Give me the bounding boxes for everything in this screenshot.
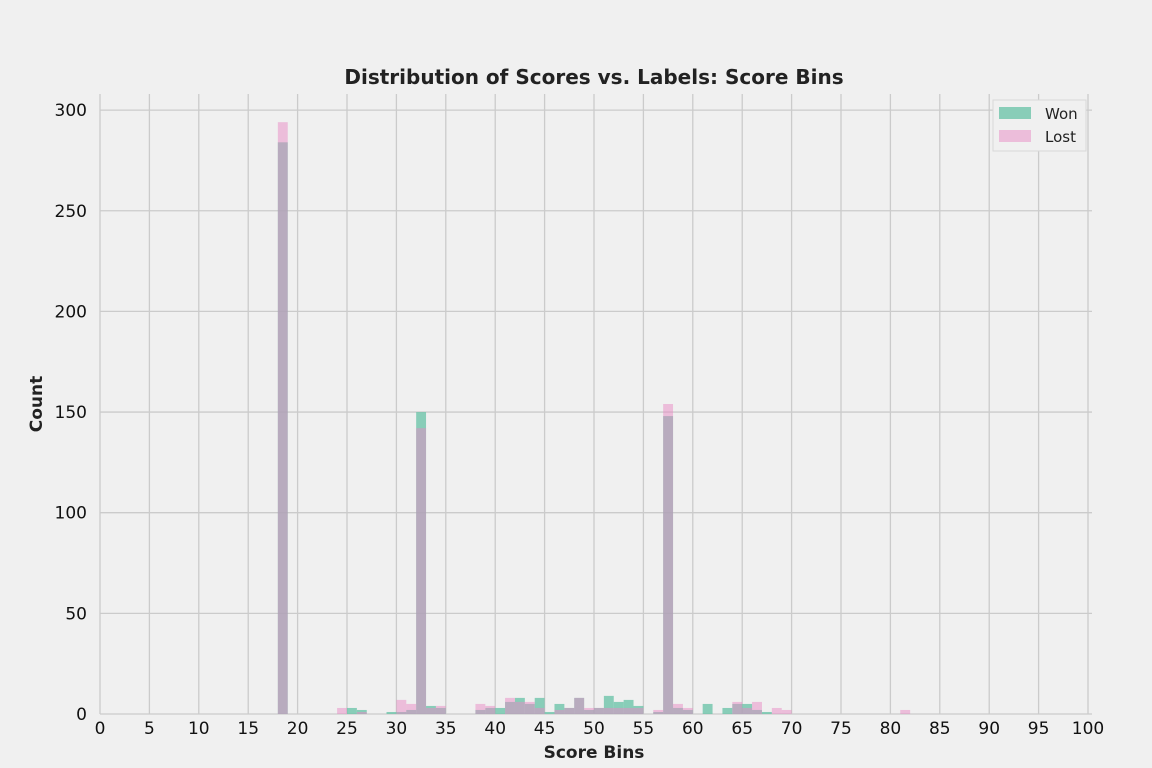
- legend-label-lost: Lost: [1045, 128, 1076, 146]
- x-tick-label: 100: [1072, 719, 1104, 739]
- x-tick-label: 25: [336, 719, 358, 739]
- y-tick-label: 300: [55, 101, 87, 121]
- x-tick-label: 95: [1028, 719, 1050, 739]
- bar-lost: [574, 697, 585, 714]
- bar-lost: [663, 404, 674, 714]
- chart-title: Distribution of Scores vs. Labels: Score…: [344, 65, 843, 89]
- bar-lost: [426, 707, 436, 714]
- y-tick-label: 250: [55, 202, 87, 222]
- legend-label-won: Won: [1045, 105, 1078, 123]
- bar-lost: [623, 707, 634, 714]
- y-tick-label: 150: [55, 403, 87, 423]
- y-tick-label: 50: [65, 604, 87, 624]
- bar-lost: [406, 703, 417, 714]
- bar-lost: [475, 703, 486, 714]
- legend-swatch-lost: [999, 130, 1031, 142]
- x-tick-label: 65: [731, 719, 753, 739]
- x-tick-label: 40: [484, 719, 506, 739]
- x-tick-label: 60: [682, 719, 704, 739]
- legend: Won Lost: [992, 99, 1087, 152]
- bar-lost: [771, 707, 782, 714]
- bar-lost: [396, 699, 407, 714]
- y-tick-label: 200: [55, 302, 87, 322]
- x-tick-label: 30: [386, 719, 408, 739]
- x-tick-labels: 0 5 10 15 20 25 30 35 40 45 50 55 60 65 70 75 80 85 90 95 10…: [95, 719, 1105, 739]
- bar-won: [761, 711, 772, 714]
- bar-lost: [613, 707, 624, 714]
- x-tick-label: 0: [95, 719, 106, 739]
- bar-won: [603, 695, 614, 714]
- bar-lost: [505, 697, 515, 714]
- bar-lost: [682, 707, 693, 714]
- bar-lost: [633, 707, 644, 714]
- x-tick-label: 45: [534, 719, 556, 739]
- bar-lost: [594, 707, 604, 714]
- bar-lost: [554, 709, 565, 714]
- bar-lost: [732, 701, 743, 714]
- bar-won: [495, 707, 506, 714]
- bar-lost: [435, 705, 446, 714]
- x-tick-label: 85: [929, 719, 951, 739]
- gridlines: [99, 94, 1092, 715]
- x-tick-label: 15: [237, 719, 259, 739]
- bar-lost: [416, 428, 427, 714]
- x-tick-label: 90: [978, 719, 1000, 739]
- bar-lost: [584, 707, 594, 714]
- bar-won: [722, 707, 733, 714]
- bar-lost: [653, 709, 664, 714]
- bar-lost: [752, 701, 762, 714]
- bar-lost: [356, 711, 367, 714]
- bar-won: [386, 711, 397, 714]
- x-tick-label: 20: [287, 719, 309, 739]
- x-axis-label: Score Bins: [544, 743, 645, 763]
- x-tick-label: 75: [830, 719, 852, 739]
- bar-lost: [603, 707, 614, 714]
- bar-lost: [900, 709, 911, 714]
- bar-lost: [534, 707, 545, 714]
- bar-lost: [524, 701, 535, 714]
- legend-swatch-won: [999, 107, 1031, 119]
- x-tick-label: 35: [435, 719, 457, 739]
- bar-lost: [514, 701, 525, 714]
- x-tick-label: 10: [188, 719, 210, 739]
- bar-lost: [485, 705, 496, 714]
- bar-won: [554, 703, 565, 714]
- bar-won: [534, 697, 545, 714]
- bar-lost: [277, 122, 288, 714]
- bar-lost: [781, 709, 792, 714]
- bar-lost: [742, 707, 753, 714]
- x-tick-label: 70: [781, 719, 803, 739]
- x-tick-label: 55: [633, 719, 655, 739]
- y-tick-label: 0: [76, 705, 87, 725]
- y-axis-label: Count: [27, 376, 47, 433]
- bar-lost: [337, 707, 347, 714]
- y-tick-label: 100: [55, 504, 87, 524]
- x-tick-label: 80: [880, 719, 902, 739]
- x-tick-label: 5: [144, 719, 155, 739]
- bar-won: [347, 707, 357, 714]
- bar-won: [623, 699, 634, 714]
- bar-won: [702, 703, 713, 714]
- x-tick-label: 50: [583, 719, 605, 739]
- y-tick-labels: 0 50 100 150 200 250 300: [55, 101, 87, 725]
- bar-lost: [564, 707, 575, 714]
- bar-won: [544, 711, 555, 714]
- lost-series: [277, 122, 911, 714]
- bar-lost: [673, 703, 683, 714]
